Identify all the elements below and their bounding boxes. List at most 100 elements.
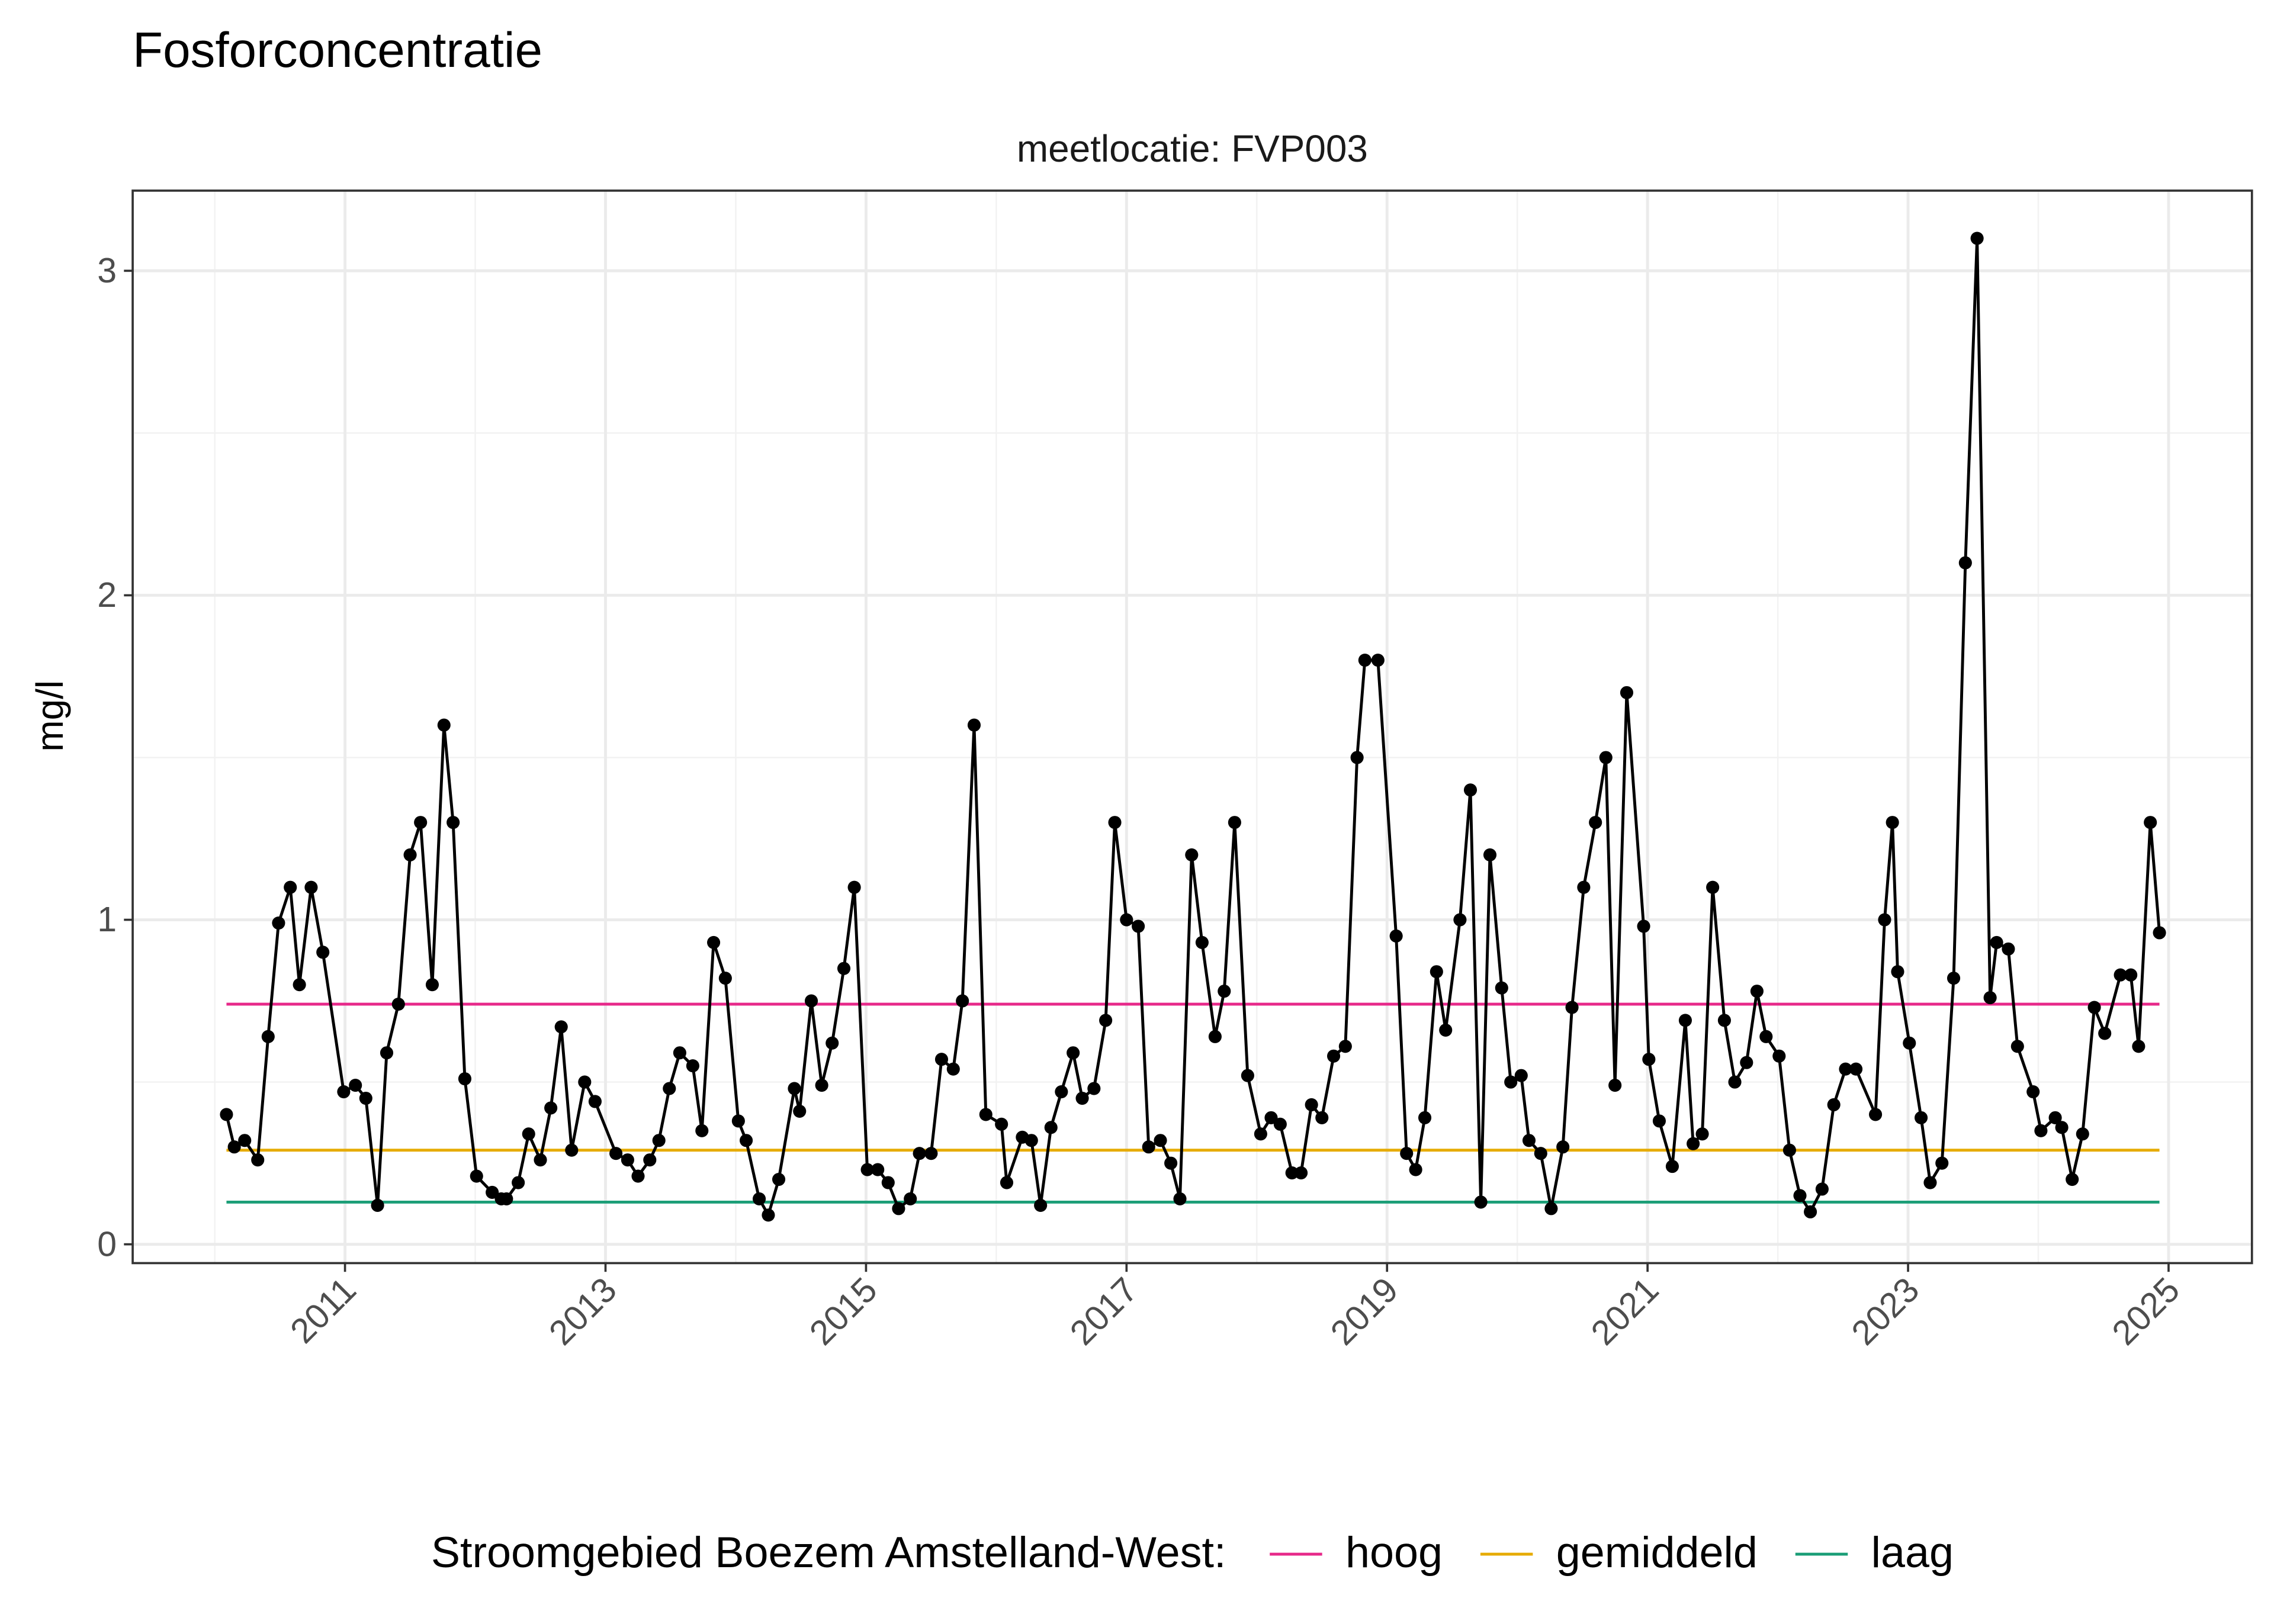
data-point [913,1147,926,1160]
data-point [1642,1053,1656,1066]
data-point [1350,751,1364,764]
data-point [1706,880,1720,894]
data-point [826,1036,839,1050]
data-point [1495,981,1508,995]
data-point [1067,1046,1080,1060]
data-point [892,1202,905,1215]
data-point [1430,965,1443,979]
data-point [1164,1156,1178,1170]
data-point [2002,942,2015,956]
data-point [2026,1085,2040,1099]
data-point [1577,880,1591,894]
data-point [1295,1166,1308,1180]
data-point [815,1079,828,1092]
data-point [578,1075,592,1089]
data-point [1087,1082,1101,1095]
data-point [1315,1111,1329,1124]
data-point [304,880,318,894]
data-point [1142,1140,1155,1154]
data-point [2010,1040,2024,1053]
data-point [1923,1176,1937,1189]
data-point [1185,848,1199,861]
y-tick-label: 0 [97,1225,117,1263]
data-point [1418,1111,1432,1124]
data-point [1099,1014,1113,1027]
data-point [609,1147,623,1160]
data-point [1305,1098,1318,1112]
data-point [1728,1075,1742,1089]
data-point [1034,1198,1048,1212]
data-point [967,718,981,732]
legend-title: Stroomgebied Boezem Amstelland-West: [431,1527,1226,1577]
data-point [871,1163,885,1176]
data-point [881,1176,895,1189]
data-point [788,1082,801,1095]
data-point [1839,1062,1852,1076]
data-point [1326,1049,1341,1063]
data-point [2132,1040,2145,1053]
data-point [1108,816,1122,829]
data-point [403,848,417,861]
data-point [731,1114,745,1128]
data-point [1608,1079,1622,1092]
data-point [2076,1127,2089,1141]
panel-border [131,189,2253,1265]
data-point [316,946,330,959]
data-point [1589,816,1602,829]
data-point [227,1140,241,1154]
data-point [1935,1156,1949,1170]
y-tick-label: 1 [97,901,117,939]
data-point [1869,1108,1883,1121]
y-tick-label: 2 [97,576,117,615]
data-point [1958,556,1972,570]
data-point [652,1134,666,1147]
data-point [837,961,851,975]
data-point [1228,816,1241,829]
data-point [284,880,297,894]
data-point [663,1082,676,1095]
data-point [1075,1091,1089,1105]
data-point [2066,1172,2079,1186]
data-point [1400,1147,1414,1160]
legend-label: gemiddeld [1556,1527,1758,1577]
data-point [643,1153,657,1167]
legend-label: hoog [1345,1527,1443,1577]
data-point [261,1030,275,1043]
data-point [946,1062,960,1076]
data-point [1804,1205,1817,1218]
data-point [2087,1001,2101,1014]
data-point [995,1117,1008,1131]
data-point [359,1091,372,1105]
data-point [1055,1085,1068,1099]
data-point [1990,935,2003,949]
data-point [1750,985,1764,998]
data-point [1620,686,1634,699]
data-point [1195,935,1209,949]
data-point [1983,991,1997,1005]
data-point [2124,968,2138,982]
data-point [1759,1030,1773,1043]
data-point [1740,1056,1753,1069]
data-point [1285,1166,1299,1180]
data-point [1534,1147,1547,1160]
data-point [534,1153,547,1167]
data-point [1120,913,1133,927]
data-point [565,1143,579,1157]
data-point [924,1147,938,1160]
data-point [554,1020,568,1034]
legend: Stroomgebied Boezem Amstelland-West: hoog… [431,1527,1954,1577]
data-point [934,1053,949,1066]
data-point [486,1185,499,1199]
data-point [762,1208,775,1222]
data-point [1358,654,1372,667]
data-point [1173,1192,1187,1205]
data-point [1717,1014,1731,1027]
data-point [718,972,732,985]
data-point [220,1108,233,1121]
data-point [1273,1117,1287,1131]
data-point [1782,1143,1796,1157]
data-point [1453,913,1467,927]
data-point [847,880,861,894]
data-point [804,994,818,1008]
